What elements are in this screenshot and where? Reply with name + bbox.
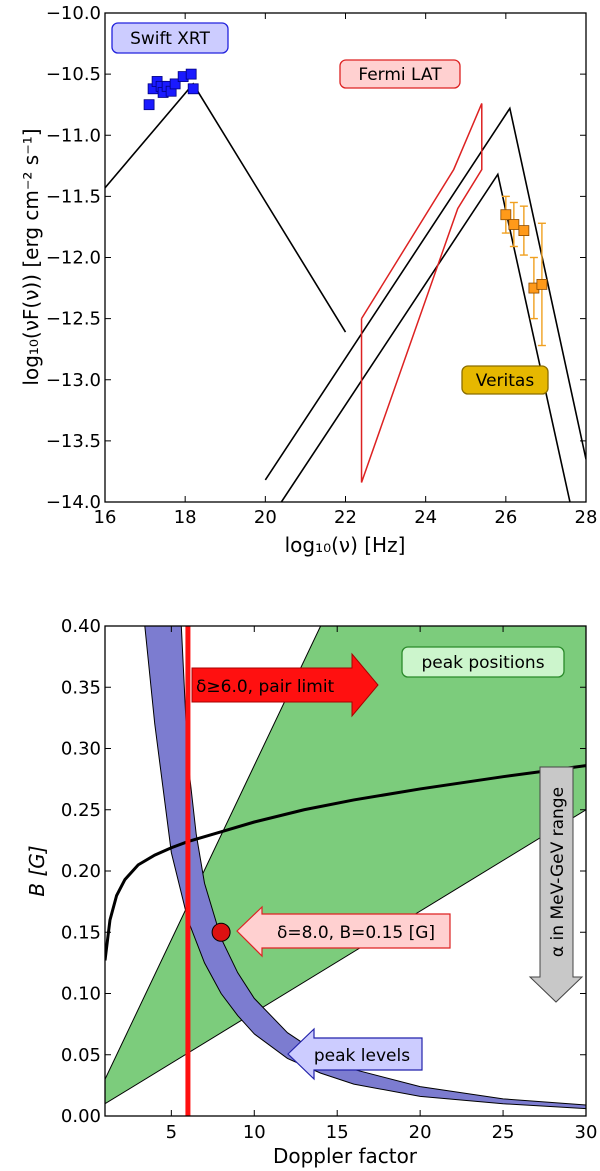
doppler-y-axis-label: B [G] [25,845,49,896]
doppler-y-tick-label: 0.35 [61,677,101,698]
series-fermi_bowtie [360,103,483,483]
doppler-y-tick-label: 0.00 [61,1106,101,1127]
swift-xrt-label: Swift XRT [111,22,229,54]
veritas-label: Veritas [461,365,549,395]
doppler-x-tick-label: 30 [575,1122,598,1143]
fermi-lat-label: Fermi LAT [339,59,461,89]
doppler-x-tick-label: 10 [243,1122,266,1143]
doppler-y-tick-label: 0.20 [61,861,101,882]
solution-point [211,922,231,942]
doppler-y-tick-label: 0.05 [61,1045,101,1066]
svg-text:δ=8.0, B=0.15 [G]: δ=8.0, B=0.15 [G] [277,923,435,943]
series-model_sync [105,82,347,333]
doppler-y-tick-label: 0.25 [61,800,101,821]
swift-point [185,68,197,80]
peak-positions-label: peak positions [401,646,565,678]
doppler-y-tick-label: 0.10 [61,984,101,1005]
solution-point-arrow: δ=8.0, B=0.15 [G] [236,905,451,958]
svg-text:peak positions: peak positions [421,653,544,673]
veritas-point [536,278,548,290]
peak-positions-lower-edge [105,809,586,1105]
svg-text:Fermi LAT: Fermi LAT [358,65,442,85]
doppler-x-tick-label: 5 [166,1122,177,1143]
sed-y-tick-label: −13.5 [46,431,101,452]
svg-text:α in MeV-GeV range: α in MeV-GeV range [548,787,568,957]
veritas-point [518,225,530,237]
swift-point [187,83,199,95]
peak-levels-band [144,626,586,1110]
sed-x-tick-label: 26 [494,507,517,528]
veritas-point [508,219,520,230]
sed-y-axis-label: log₁₀(νF(ν)) [erg cm⁻² s⁻¹] [19,128,43,385]
veritas-point [500,209,512,221]
sed-y-tick-label: −10.5 [46,64,101,85]
sed-x-tick-label: 22 [334,507,357,528]
series-model_ic_1 [264,106,586,481]
sed-y-tick-label: −12.0 [46,248,101,269]
sed-y-tick-label: −12.5 [46,309,101,330]
doppler-x-tick-label: 20 [409,1122,432,1143]
sed-plot: 16 18 20 22 24 26 28 −10.0 −10.5 −11.0 −11.5 −12.0 −… [19,3,597,557]
svg-text:Swift XRT: Swift XRT [130,29,210,49]
sed-x-tick-label: 20 [254,507,277,528]
doppler-x-axis-label: Doppler factor [273,1144,418,1168]
sed-x-tick-label: 16 [94,507,117,528]
doppler-x-tick-label: 25 [492,1122,515,1143]
sed-y-tick-label: −11.0 [46,125,101,146]
sed-x-tick-label: 28 [575,507,598,528]
pair-limit-arrow: δ≥6.0, pair limit [191,652,379,718]
sed-y-tick-label: −13.0 [46,370,101,391]
sed-y-tick-label: −10.0 [46,3,101,24]
series-model_ic_2 [280,172,571,502]
doppler-y-tick-label: 0.15 [61,922,101,943]
peak-levels-arrow: peak levels [287,1027,423,1081]
alpha-range-arrow: α in MeV-GeV range [528,766,584,1003]
doppler-y-tick-label: 0.40 [61,616,101,637]
sed-x-axis-label: log₁₀(ν) [Hz] [285,533,406,557]
doppler-y-tick-label: 0.30 [61,739,101,760]
svg-text:peak levels: peak levels [314,1046,410,1066]
sed-x-tick-label: 24 [414,507,437,528]
sed-x-tick-label: 18 [174,507,197,528]
doppler-plot: 5 10 15 20 25 30 0.00 0.05 0.10 0.15 0.20 0.25 0.30 0… [25,616,597,1168]
swift-point [169,78,181,90]
swift-point [143,99,155,111]
sed-y-tick-label: −11.5 [46,186,101,207]
sed-y-tick-label: −14.0 [46,492,101,513]
svg-text:Veritas: Veritas [476,371,535,391]
svg-text:δ≥6.0, pair limit: δ≥6.0, pair limit [196,677,335,697]
doppler-x-tick-label: 15 [326,1122,349,1143]
